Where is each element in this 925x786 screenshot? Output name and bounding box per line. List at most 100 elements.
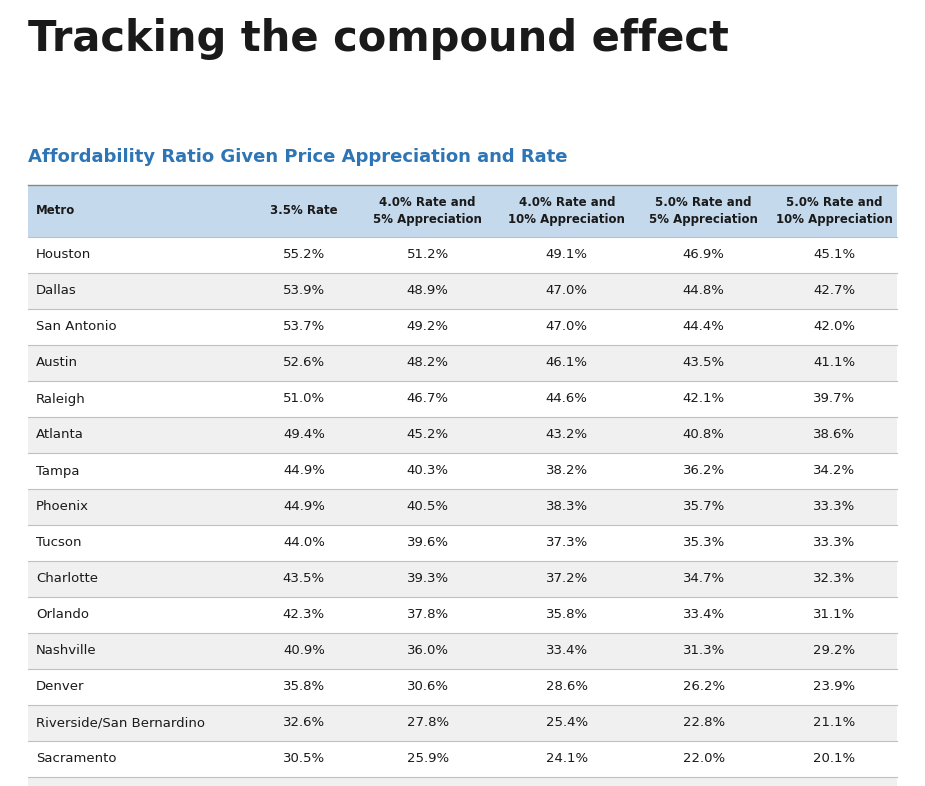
Text: 38.6%: 38.6% bbox=[813, 428, 855, 442]
Bar bbox=[28, 345, 897, 381]
Text: 35.3%: 35.3% bbox=[683, 537, 725, 549]
Text: 33.4%: 33.4% bbox=[546, 645, 588, 658]
Text: 35.8%: 35.8% bbox=[283, 681, 325, 693]
Text: 46.9%: 46.9% bbox=[683, 248, 724, 262]
Text: Sacramento: Sacramento bbox=[36, 752, 117, 766]
Text: 24.1%: 24.1% bbox=[546, 752, 588, 766]
Text: 43.2%: 43.2% bbox=[546, 428, 588, 442]
Bar bbox=[28, 633, 897, 669]
Text: 33.4%: 33.4% bbox=[683, 608, 724, 622]
Text: 42.0%: 42.0% bbox=[813, 321, 855, 333]
Text: 36.0%: 36.0% bbox=[407, 645, 449, 658]
Text: 44.0%: 44.0% bbox=[283, 537, 325, 549]
Text: 38.3%: 38.3% bbox=[546, 501, 588, 513]
Text: Orlando: Orlando bbox=[36, 608, 89, 622]
Bar bbox=[28, 669, 897, 705]
Text: 41.1%: 41.1% bbox=[813, 357, 855, 369]
Bar bbox=[28, 309, 897, 345]
Text: 20.1%: 20.1% bbox=[813, 752, 855, 766]
Bar bbox=[28, 273, 897, 309]
Text: 47.0%: 47.0% bbox=[546, 321, 587, 333]
Text: 33.3%: 33.3% bbox=[813, 501, 855, 513]
Text: 44.6%: 44.6% bbox=[546, 392, 587, 406]
Text: 44.8%: 44.8% bbox=[683, 285, 724, 297]
Text: 39.6%: 39.6% bbox=[407, 537, 449, 549]
Text: 45.2%: 45.2% bbox=[407, 428, 449, 442]
Text: Phoenix: Phoenix bbox=[36, 501, 89, 513]
Text: Raleigh: Raleigh bbox=[36, 392, 86, 406]
Text: 49.1%: 49.1% bbox=[546, 248, 587, 262]
Text: 37.2%: 37.2% bbox=[546, 572, 588, 586]
Text: 47.0%: 47.0% bbox=[546, 285, 587, 297]
Text: 37.8%: 37.8% bbox=[407, 608, 449, 622]
Text: 48.9%: 48.9% bbox=[407, 285, 449, 297]
Text: 49.2%: 49.2% bbox=[407, 321, 449, 333]
Bar bbox=[28, 185, 897, 237]
Text: Charlotte: Charlotte bbox=[36, 572, 98, 586]
Bar bbox=[28, 741, 897, 777]
Text: 42.3%: 42.3% bbox=[283, 608, 325, 622]
Text: 31.3%: 31.3% bbox=[683, 645, 725, 658]
Text: 45.1%: 45.1% bbox=[813, 248, 855, 262]
Text: 39.3%: 39.3% bbox=[407, 572, 449, 586]
Bar bbox=[28, 705, 897, 741]
Text: 30.5%: 30.5% bbox=[283, 752, 325, 766]
Text: San Antonio: San Antonio bbox=[36, 321, 117, 333]
Bar bbox=[28, 597, 897, 633]
Text: 26.2%: 26.2% bbox=[683, 681, 724, 693]
Text: 27.8%: 27.8% bbox=[407, 717, 449, 729]
Text: 53.7%: 53.7% bbox=[283, 321, 325, 333]
Bar bbox=[28, 525, 897, 561]
Text: 30.6%: 30.6% bbox=[407, 681, 449, 693]
Bar bbox=[28, 777, 897, 786]
Text: 38.2%: 38.2% bbox=[546, 465, 588, 478]
Text: 22.8%: 22.8% bbox=[683, 717, 724, 729]
Text: 22.0%: 22.0% bbox=[683, 752, 724, 766]
Text: 44.9%: 44.9% bbox=[283, 501, 325, 513]
Text: 44.9%: 44.9% bbox=[283, 465, 325, 478]
Text: Metro: Metro bbox=[36, 204, 75, 218]
Text: 39.7%: 39.7% bbox=[813, 392, 855, 406]
Text: 36.2%: 36.2% bbox=[683, 465, 724, 478]
Text: 28.6%: 28.6% bbox=[546, 681, 587, 693]
Text: 53.9%: 53.9% bbox=[283, 285, 325, 297]
Text: 43.5%: 43.5% bbox=[283, 572, 325, 586]
Bar bbox=[28, 561, 897, 597]
Text: 5.0% Rate and
10% Appreciation: 5.0% Rate and 10% Appreciation bbox=[775, 196, 893, 226]
Text: 31.1%: 31.1% bbox=[813, 608, 855, 622]
Text: 44.4%: 44.4% bbox=[683, 321, 724, 333]
Text: 52.6%: 52.6% bbox=[283, 357, 325, 369]
Text: Austin: Austin bbox=[36, 357, 78, 369]
Text: 32.6%: 32.6% bbox=[283, 717, 325, 729]
Text: 4.0% Rate and
5% Appreciation: 4.0% Rate and 5% Appreciation bbox=[374, 196, 482, 226]
Text: Riverside/San Bernardino: Riverside/San Bernardino bbox=[36, 717, 205, 729]
Text: 43.5%: 43.5% bbox=[683, 357, 724, 369]
Text: 23.9%: 23.9% bbox=[813, 681, 855, 693]
Text: 21.1%: 21.1% bbox=[813, 717, 855, 729]
Text: Atlanta: Atlanta bbox=[36, 428, 84, 442]
Text: 46.1%: 46.1% bbox=[546, 357, 587, 369]
Text: Tampa: Tampa bbox=[36, 465, 80, 478]
Text: Dallas: Dallas bbox=[36, 285, 77, 297]
Text: 3.5% Rate: 3.5% Rate bbox=[270, 204, 338, 218]
Text: 40.3%: 40.3% bbox=[407, 465, 449, 478]
Text: Tracking the compound effect: Tracking the compound effect bbox=[28, 18, 729, 60]
Text: 40.9%: 40.9% bbox=[283, 645, 325, 658]
Text: Tucson: Tucson bbox=[36, 537, 81, 549]
Text: Affordability Ratio Given Price Appreciation and Rate: Affordability Ratio Given Price Apprecia… bbox=[28, 148, 568, 166]
Bar bbox=[28, 453, 897, 489]
Text: 51.0%: 51.0% bbox=[283, 392, 325, 406]
Text: 48.2%: 48.2% bbox=[407, 357, 449, 369]
Text: Nashville: Nashville bbox=[36, 645, 96, 658]
Text: 33.3%: 33.3% bbox=[813, 537, 855, 549]
Text: 42.7%: 42.7% bbox=[813, 285, 855, 297]
Text: 32.3%: 32.3% bbox=[813, 572, 855, 586]
Bar bbox=[28, 489, 897, 525]
Text: 34.2%: 34.2% bbox=[813, 465, 855, 478]
Text: 29.2%: 29.2% bbox=[813, 645, 855, 658]
Text: 35.7%: 35.7% bbox=[683, 501, 725, 513]
Text: 25.9%: 25.9% bbox=[407, 752, 449, 766]
Text: 49.4%: 49.4% bbox=[283, 428, 325, 442]
Text: 34.7%: 34.7% bbox=[683, 572, 724, 586]
Text: 55.2%: 55.2% bbox=[283, 248, 325, 262]
